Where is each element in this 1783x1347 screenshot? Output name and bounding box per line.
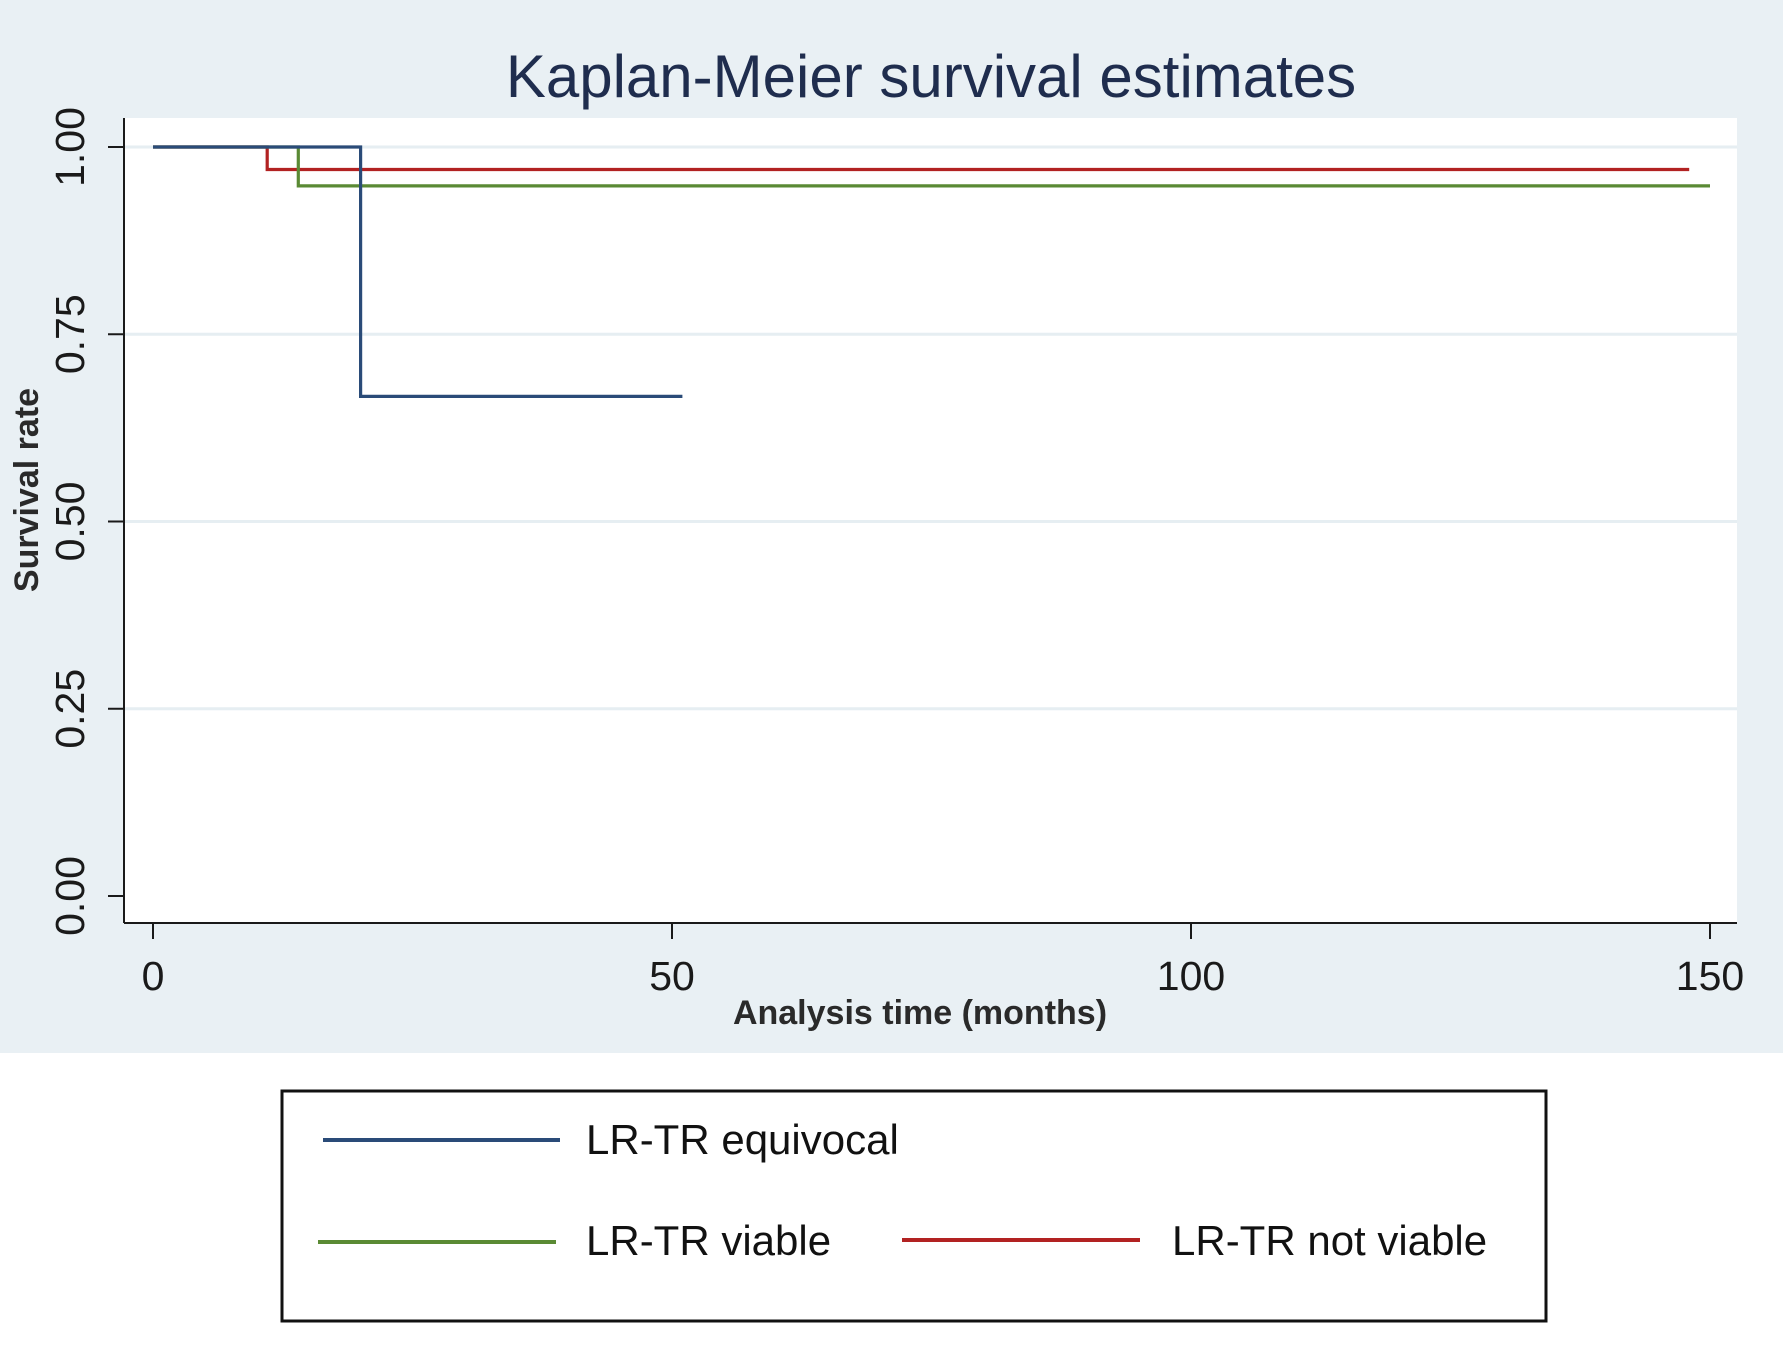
series-lines [153,145,1710,398]
x-tick-label: 0 [142,953,165,999]
y-tick-label: 1.00 [47,107,93,187]
x-axis-label: Analysis time (months) [733,994,1107,1032]
chart-title: Kaplan-Meier survival estimates [506,43,1356,110]
y-axis-label: Survival rate [8,388,46,592]
grid-lines [124,145,1737,711]
legend-label-1: LR-TR viable [586,1217,831,1264]
legend-label-2: LR-TR not viable [1172,1217,1487,1264]
y-tick-label: 0.25 [47,669,93,749]
series-line-0 [153,145,683,398]
ticks: 0.00 0.25 0.50 0.75 1.00 0 50 100 150 [47,107,1744,999]
y-tick-label: 0.75 [47,294,93,374]
y-tick-label: 0.00 [47,856,93,936]
legend-box [280,1089,1548,1323]
legend-label-0: LR-TR equivocal [586,1116,899,1163]
x-tick-label: 50 [649,953,695,999]
x-tick-label: 150 [1676,953,1744,999]
y-tick-label: 0.50 [47,482,93,562]
legend: LR-TR equivocal LR-TR viable LR-TR not via… [318,1116,1487,1264]
x-tick-label: 100 [1157,953,1225,999]
